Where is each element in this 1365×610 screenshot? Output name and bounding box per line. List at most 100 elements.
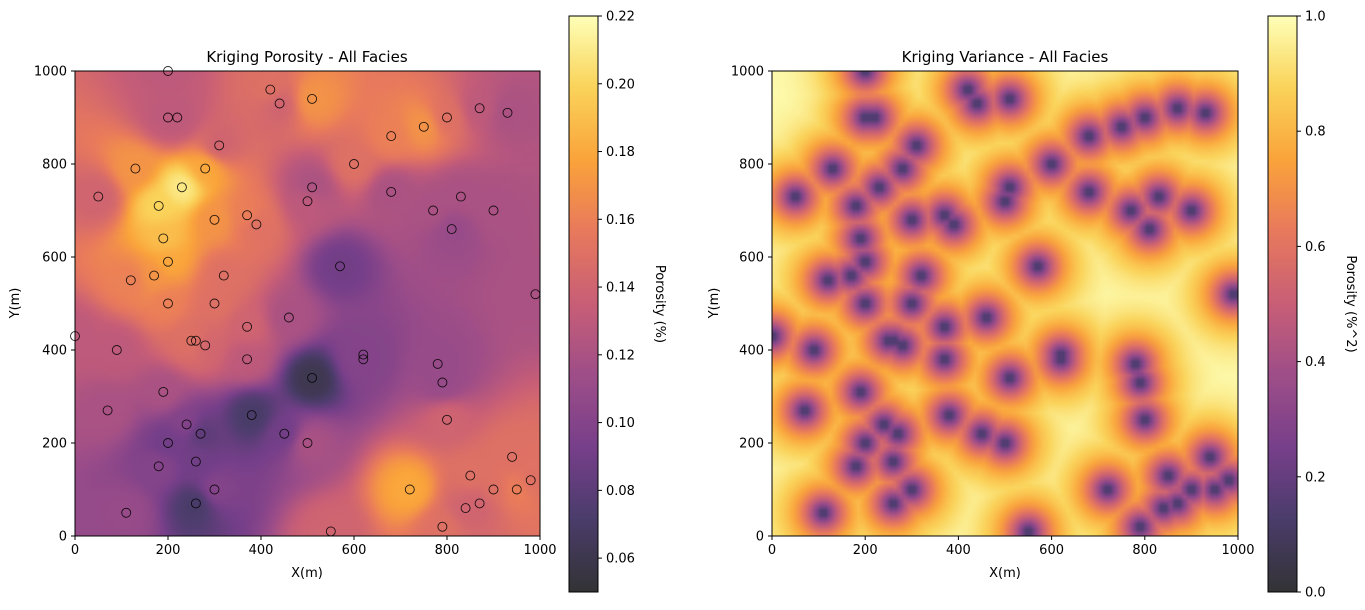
well-marker <box>386 131 397 142</box>
chart-title: Kriging Variance - All Facies <box>902 48 1109 66</box>
y-tick-label: 0 <box>756 530 764 545</box>
well-marker <box>428 205 439 216</box>
well-marker <box>465 470 476 481</box>
y-tick-label: 600 <box>42 251 67 266</box>
x-tick-label: 1000 <box>523 543 556 558</box>
well-marker <box>437 377 448 388</box>
x-tick-label: 800 <box>435 543 460 558</box>
well-marker <box>349 159 359 169</box>
well-marker <box>455 191 466 202</box>
colorbar-tick-label: 1.0 <box>1305 10 1326 25</box>
well-marker <box>200 163 211 174</box>
x-axis-ticks: 0 200 400 600 800 1000 <box>71 536 557 558</box>
well-marker <box>181 419 192 430</box>
well-marker <box>158 386 169 397</box>
well-marker <box>386 186 397 197</box>
well-marker <box>251 219 262 230</box>
x-tick-label: 200 <box>853 543 878 558</box>
well-marker <box>242 210 253 221</box>
y-tick-label: 200 <box>42 437 67 452</box>
well-marker <box>209 298 220 309</box>
x-tick-label: 1000 <box>1221 543 1254 558</box>
well-marker <box>442 112 452 123</box>
well-marker <box>102 405 113 416</box>
colorbar-ticks: 0.06 0.08 0.10 0.12 0.14 0.16 0.18 0.20 0.22 <box>598 10 635 567</box>
well-marker <box>190 456 201 467</box>
y-axis-ticks: 0 200 400 600 800 1000 <box>34 65 75 545</box>
variance-panel: Kriging Variance - All Facies 0 200 400 600… <box>707 10 1358 601</box>
well-marker <box>302 438 313 448</box>
well-marker <box>176 182 187 193</box>
x-tick-label: 800 <box>1132 543 1157 558</box>
well-marker <box>274 98 285 109</box>
well-marker <box>153 200 164 211</box>
colorbar-tick-label: 0.10 <box>606 416 635 431</box>
well-marker <box>283 312 294 323</box>
colorbar-tick-label: 0.08 <box>606 484 635 499</box>
well-marker <box>111 345 122 355</box>
y-tick-label: 0 <box>59 530 67 545</box>
colorbar-ticks: 0.0 0.2 0.4 0.6 0.8 1.0 <box>1297 10 1326 601</box>
well-marker <box>246 410 257 421</box>
well-marker <box>279 428 290 439</box>
well-marker <box>488 484 499 495</box>
colorbar-tick-label: 0.0 <box>1305 586 1326 601</box>
well-marker <box>209 484 220 495</box>
colorbar-frame <box>1267 15 1298 593</box>
well-marker <box>214 140 225 151</box>
x-tick-label: 400 <box>946 543 971 558</box>
well-marker <box>242 354 253 365</box>
colorbar-tick-label: 0.06 <box>606 552 635 567</box>
colorbar <box>569 16 598 592</box>
well-marker <box>488 205 499 216</box>
colorbar-tick-label: 0.20 <box>606 77 635 92</box>
colorbar-tick-label: 0.2 <box>1305 470 1326 485</box>
well-marker <box>507 451 518 462</box>
colorbar-tick-label: 0.12 <box>606 348 635 363</box>
well-marker <box>460 503 471 514</box>
well-marker <box>218 270 229 281</box>
well-marker <box>432 358 443 369</box>
plot-frame <box>74 70 541 537</box>
colorbar-label: Porosity (%^2) <box>1343 255 1358 352</box>
x-axis-label: X(m) <box>989 566 1021 581</box>
x-tick-label: 400 <box>249 543 274 558</box>
well-marker <box>200 340 211 351</box>
well-marker <box>437 521 448 532</box>
well-marker <box>153 461 164 472</box>
well-marker <box>335 261 345 272</box>
y-tick-label: 200 <box>739 437 764 452</box>
colorbar-tick-label: 0.14 <box>606 281 635 296</box>
y-tick-label: 800 <box>42 158 67 173</box>
well-marker <box>190 498 201 509</box>
variance-heatmap <box>772 71 1238 536</box>
y-tick-label: 600 <box>739 251 764 266</box>
colorbar-tick-label: 0.4 <box>1305 355 1326 370</box>
porosity-panel: Kriging Porosity - All Facies 0 200 400 600… <box>8 10 667 593</box>
x-tick-label: 600 <box>1039 543 1064 558</box>
colorbar-tick-label: 0.8 <box>1305 125 1326 140</box>
colorbar-tick-label: 0.16 <box>606 213 635 228</box>
x-tick-label: 0 <box>71 543 79 558</box>
x-axis-label: X(m) <box>291 566 323 581</box>
y-axis-label: Y(m) <box>707 288 722 320</box>
plot-frame <box>771 70 1239 537</box>
colorbar-tick-label: 0.22 <box>606 10 635 25</box>
well-marker <box>158 233 169 244</box>
colorbar-tick-label: 0.18 <box>606 145 635 160</box>
y-axis-label: Y(m) <box>8 288 23 320</box>
well-marker <box>404 484 415 495</box>
well-marker <box>195 428 206 439</box>
well-marker <box>121 507 132 518</box>
colorbar-label: Porosity (%) <box>652 265 667 343</box>
y-tick-label: 1000 <box>731 65 764 80</box>
x-tick-label: 0 <box>768 543 776 558</box>
well-marker <box>307 93 318 104</box>
well-marker <box>502 107 513 118</box>
well-marker <box>525 475 536 486</box>
x-axis-ticks: 0 200 400 600 800 1000 <box>768 536 1255 558</box>
colorbar-frame <box>568 15 599 593</box>
well-marker <box>511 484 522 495</box>
well-marker <box>474 498 485 509</box>
